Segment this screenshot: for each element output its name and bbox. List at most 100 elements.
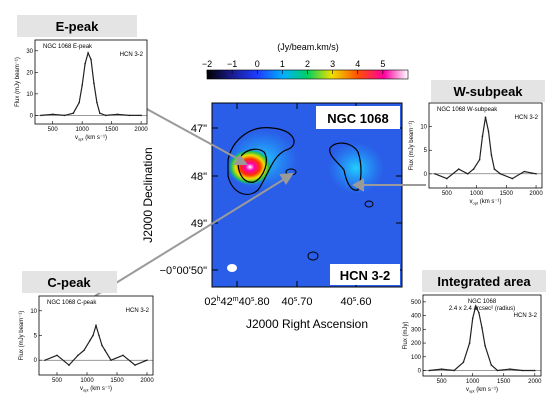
colorbar: (Jy/beam.km/s) −2 −1 0 1 2 3 4 5 — [202, 42, 409, 80]
spectrum-point — [83, 349, 85, 352]
spectrum-point — [534, 369, 536, 372]
map-xtick-label: 02h42m40s.80 — [204, 296, 269, 308]
xtick-label: 1500 — [497, 379, 511, 385]
ytick-label: 0 — [34, 358, 38, 364]
ytick-label: 20 — [26, 70, 33, 76]
spectrum-point — [44, 359, 46, 362]
spectrum-point — [484, 345, 486, 347]
panel-title: E-peak — [56, 19, 99, 34]
arrow-e-peak — [144, 107, 241, 161]
xtick-label: 2000 — [140, 378, 154, 384]
colorbar-tick-label: −1 — [227, 59, 237, 69]
ytick-label: 30 — [26, 49, 33, 55]
spectrum-point — [521, 369, 524, 372]
spectrum-point — [478, 312, 480, 314]
map-line-label: HCN 3-2 — [340, 268, 391, 283]
colorbar-tick-label: 1 — [280, 59, 285, 69]
panel-title: Integrated area — [437, 274, 531, 289]
spectrum-point — [101, 344, 103, 347]
spectrum-point — [490, 154, 493, 156]
xtick-label: 500 — [52, 378, 63, 384]
yaxis-label: Flux (mJy beam⁻¹) — [19, 311, 25, 361]
map-ytick-label: 47" — [191, 123, 207, 135]
ytick-label: 500 — [411, 300, 422, 306]
spectrum-point — [509, 368, 511, 370]
ytick-label: 400 — [411, 314, 422, 320]
connector-arrows — [94, 107, 426, 297]
plot-frame — [422, 294, 542, 377]
map-contour — [227, 127, 295, 195]
map-ylabel: J2000 Declination — [141, 147, 155, 242]
colorbar-tick-label: 0 — [255, 59, 260, 69]
map-xtick-label: 40s.60 — [340, 296, 371, 308]
spectrum-point — [96, 101, 98, 104]
inner-line-label: HCN 3-2 — [515, 115, 539, 121]
spectrum-point — [51, 113, 54, 116]
spectrum-point — [146, 359, 148, 362]
xtick-label: 1000 — [466, 379, 480, 385]
spectrum-point — [104, 114, 107, 117]
panel-title: C-peak — [47, 275, 91, 290]
map-xlabel: J2000 Right Ascension — [246, 317, 368, 331]
ytick-label: 10 — [30, 309, 37, 315]
spectrum-point — [481, 327, 483, 329]
xtick-label: 500 — [48, 127, 59, 133]
spectrum-point — [490, 364, 493, 366]
spectrum-point — [92, 334, 94, 337]
spectrum-point — [466, 173, 469, 175]
spectrum-point — [481, 135, 484, 137]
xtick-label: 2000 — [528, 379, 542, 385]
ytick-label: 10 — [26, 92, 33, 98]
xtick-label: 500 — [437, 379, 448, 385]
ytick-label: 0 — [424, 172, 428, 178]
spectrum-point — [90, 58, 92, 61]
spectrum-point — [472, 168, 475, 170]
spectrum-point — [434, 173, 436, 175]
spectrum-point — [81, 84, 83, 86]
inner-line-label: HCN 3-2 — [120, 52, 144, 58]
spectrum-point — [56, 354, 58, 357]
spectrum-point — [89, 339, 91, 342]
spectrum-point — [468, 342, 471, 344]
xtick-label: 1500 — [105, 127, 119, 133]
spectrum-point — [478, 158, 481, 161]
inner-title: NGC 1068 — [468, 299, 497, 305]
spectrum-point — [457, 168, 460, 170]
spectrum-panel-c-peak: C-peak NGC 1068 C-peak HCN 3-2 500 1000 1500 2… — [19, 271, 154, 393]
yaxis-label: Flux (mJy) — [403, 322, 409, 350]
spectrum-point — [40, 114, 42, 117]
map-contour — [329, 142, 362, 191]
inner-title: NGC 1068 C-peak — [47, 300, 97, 306]
ytick-label: 5 — [34, 334, 38, 340]
spectrum-point — [122, 354, 124, 357]
ytick-label: 100 — [411, 355, 422, 361]
xaxis-label: vopt (km s⁻¹) — [80, 386, 112, 393]
spectrum-point — [84, 62, 86, 65]
spectrum-point — [499, 173, 502, 175]
spectrum-point — [63, 114, 66, 117]
spectrum-point — [484, 116, 487, 118]
spectrum-point — [128, 114, 131, 117]
spectrum-point — [140, 114, 142, 117]
colorbar-tick-label: 5 — [380, 59, 385, 69]
colorbar-unit: (Jy/beam.km/s) — [277, 42, 339, 52]
colorbar-tick-label: 4 — [355, 59, 360, 69]
spectrum-point — [68, 364, 70, 366]
spectrum-point — [496, 369, 499, 372]
spectrum-point — [77, 354, 79, 357]
inner-title: NGC 1068 W-subpeak — [437, 107, 498, 113]
spectrum-point — [535, 173, 537, 175]
plot-frame — [38, 295, 154, 376]
ytick-label: 300 — [411, 327, 422, 333]
spectrum-point — [511, 177, 514, 180]
inner-title: NGC 1068 E-peak — [43, 44, 93, 50]
spectrum-point — [487, 130, 490, 133]
spectrum-point — [523, 170, 525, 173]
xaxis-label: vopt (km s⁻¹) — [466, 387, 498, 394]
xtick-label: 1000 — [470, 191, 484, 197]
ytick-label: 5 — [424, 148, 428, 154]
map-ytick-label: −0°00'50" — [160, 265, 208, 277]
spectrum-point — [475, 305, 477, 307]
